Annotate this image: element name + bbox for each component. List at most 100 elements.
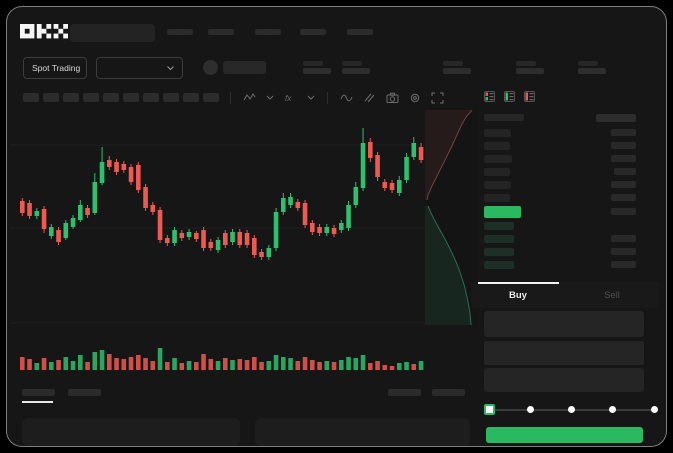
timeframe-button[interactable] [203,93,219,102]
ask-row[interactable] [477,165,653,178]
svg-text:fx: fx [285,94,292,103]
nav-link-placeholder[interactable] [167,29,193,35]
pair-dropdown[interactable] [96,57,183,79]
open-orders-panel [22,418,240,446]
book-both-icon[interactable] [484,91,495,102]
nav-link-placeholder[interactable] [208,29,234,35]
ask-row[interactable] [477,139,653,152]
stat-value-placeholder [443,68,471,74]
nav-link-placeholder[interactable] [255,29,281,35]
value-placeholder [484,128,511,137]
slider-stop[interactable] [568,406,575,413]
fullscreen-icon[interactable] [431,92,444,104]
timeframe-button[interactable] [43,93,59,102]
bottom-tab-history[interactable] [68,389,101,396]
toolbar-divider [230,91,231,104]
settings-icon[interactable] [409,92,421,104]
app-window: Spot Trading fx Buy Sell [6,6,667,447]
timeframe-button[interactable] [83,93,99,102]
slider-stop[interactable] [526,406,534,413]
bid-row[interactable] [477,232,653,245]
line-tool-icon[interactable] [340,92,353,104]
chart-toolbar: fx [23,91,449,104]
market-type-dropdown[interactable]: Spot Trading [23,57,87,79]
timeframe-button[interactable] [163,93,179,102]
stat-value-placeholder [578,68,606,74]
value-placeholder [611,248,636,255]
stat-value-placeholder [303,68,331,74]
value-placeholder [596,113,636,122]
value-placeholder [484,193,510,202]
value-placeholder [611,194,636,201]
value-placeholder [484,167,510,176]
timeframe-button[interactable] [23,93,39,102]
chevron-down-icon [167,65,174,70]
ask-row[interactable] [477,191,653,204]
bottom-action-placeholder[interactable] [388,389,421,396]
okx-logo[interactable] [20,24,68,40]
tab-sell-label: Sell [604,289,620,301]
nav-link-placeholder[interactable] [300,29,326,35]
timeframe-button[interactable] [183,93,199,102]
value-placeholder [611,181,636,188]
stat-value-placeholder [342,68,370,74]
buy-submit-button[interactable] [486,427,643,443]
stat-value-placeholder [516,68,544,74]
depth-chart[interactable] [425,110,477,325]
bid-row[interactable] [477,258,653,271]
toolbar-divider [327,91,328,104]
bottom-action-placeholder[interactable] [432,389,465,396]
total-input[interactable] [484,368,644,392]
slider-stop[interactable] [609,406,617,413]
price-input[interactable] [484,311,644,337]
camera-icon[interactable] [386,92,399,104]
trade-tabs: Buy Sell [471,282,659,308]
orderbook-header [477,109,653,126]
slider-handle[interactable] [483,404,495,415]
stat-label-placeholder [516,61,536,66]
tab-sell[interactable]: Sell [565,282,659,308]
timeframe-button[interactable] [143,93,159,102]
last-price-row[interactable] [477,204,653,219]
value-placeholder [611,142,636,149]
value-placeholder [484,141,510,150]
tab-buy-label: Buy [509,289,527,301]
draw-tool-icon[interactable] [363,92,376,104]
timeframe-button[interactable] [123,93,139,102]
book-asks-icon[interactable] [524,91,535,102]
nav-link-placeholder[interactable] [347,29,373,35]
chevron-down-icon[interactable] [307,92,315,104]
bottom-tab-orders[interactable] [22,389,55,396]
value-placeholder [611,129,636,136]
order-history-panel [255,418,470,446]
bid-row[interactable] [477,219,653,232]
last-price-badge [484,205,521,218]
ask-row[interactable] [477,152,653,165]
tab-buy[interactable]: Buy [471,282,565,308]
bottom-tab-underline [22,401,53,403]
amount-input[interactable] [484,341,644,365]
stat-label-placeholder [578,61,598,66]
value-placeholder [611,155,636,162]
value-placeholder [484,234,514,243]
timeframe-button[interactable] [103,93,119,102]
timeframe-button[interactable] [63,93,79,102]
coin-icon [203,60,218,75]
ask-row[interactable] [477,126,653,139]
pair-name-placeholder [223,61,266,74]
slider-stop[interactable] [650,406,658,413]
book-bids-icon[interactable] [504,91,515,102]
value-placeholder [611,261,636,268]
chevron-down-icon[interactable] [266,92,274,104]
candle-style-icon[interactable] [243,92,256,104]
candlestick-chart[interactable] [10,105,425,375]
indicators-icon[interactable]: fx [284,92,297,104]
value-placeholder [484,180,511,189]
search-input[interactable] [70,24,155,42]
value-placeholder [484,260,514,269]
bid-row[interactable] [477,245,653,258]
value-placeholder [484,247,514,256]
ask-row[interactable] [477,178,653,191]
market-type-label: Spot Trading [32,63,81,73]
value-placeholder [484,154,512,163]
